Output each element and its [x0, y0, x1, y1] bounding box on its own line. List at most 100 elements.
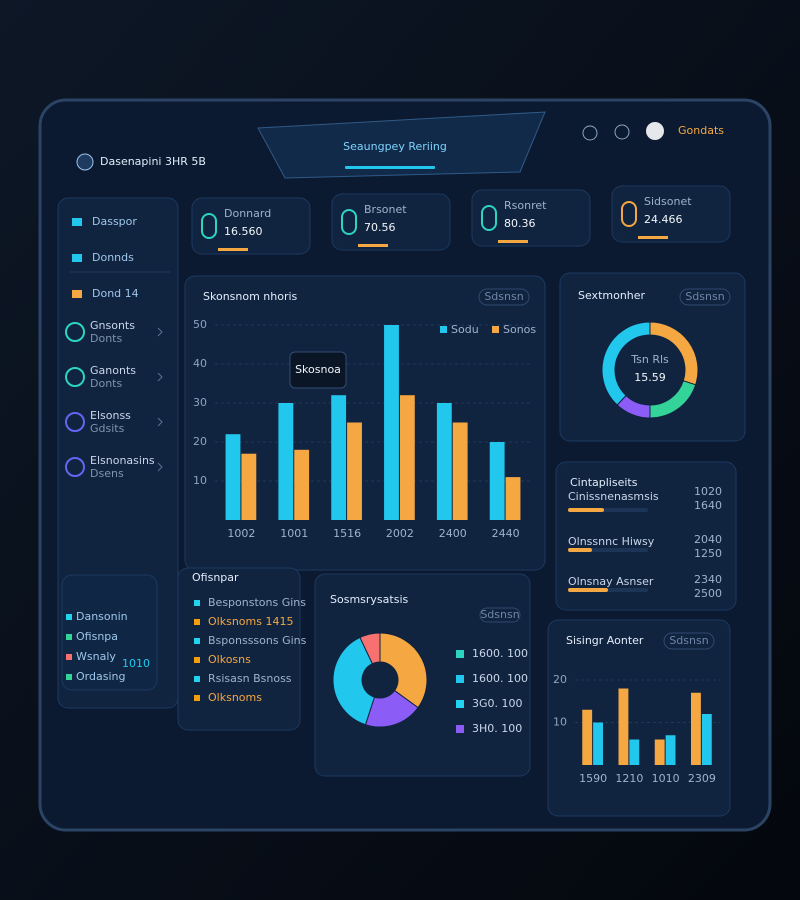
chevron[interactable] [157, 417, 163, 427]
x-tick-label: 2309 [688, 772, 716, 785]
legend-swatch [456, 675, 464, 683]
badge: 1010 [122, 657, 150, 670]
bar [294, 449, 310, 520]
nav-item[interactable]: Donnds [92, 251, 134, 264]
kpi-value: 24.466 [644, 213, 683, 226]
legend-label: Sodu [451, 323, 479, 336]
user-name: Gondats [678, 124, 724, 137]
contact-name: Gnsonts [90, 319, 135, 332]
button-label: Sdsnsn [484, 290, 523, 303]
list-amount: 2500 [694, 587, 722, 600]
bar [505, 477, 521, 520]
kpi-value: 80.36 [504, 217, 536, 230]
kpi-icon [201, 213, 217, 239]
bar [399, 395, 415, 520]
chart-title: Sosmsrysatsis [330, 593, 408, 606]
x-tick-label: 1590 [579, 772, 607, 785]
task-dot [194, 638, 200, 644]
list-amount: 1250 [694, 547, 722, 560]
list-amount: 2340 [694, 573, 722, 586]
list-label: Cinissnenasmsis [568, 490, 659, 503]
y-tick-label: 10 [553, 716, 567, 729]
x-tick-label: 1010 [652, 772, 680, 785]
tooltip-text: Skosnoa [295, 363, 341, 376]
avatar[interactable] [646, 122, 664, 140]
kpi-value: 16.560 [224, 225, 263, 238]
chart-panel [184, 275, 546, 571]
chevron[interactable] [157, 327, 163, 337]
button-label: Sdsnsn [669, 634, 708, 647]
list-amount: 2040 [694, 533, 722, 546]
legend-label: 1600. 100 [472, 672, 528, 685]
chart-button[interactable] [679, 288, 731, 306]
title-underline [345, 166, 435, 169]
legend-swatch [440, 326, 447, 333]
bar [629, 739, 640, 765]
contact-sub: Donts [90, 332, 122, 345]
chart-button[interactable] [478, 288, 530, 306]
donut-center-label: Tsn Rls [630, 353, 669, 366]
sidebar-card [61, 574, 158, 691]
kpi-accent [638, 236, 668, 239]
kpi-card [191, 197, 311, 255]
list-label: Olnssnnc Hiwsy [568, 535, 655, 548]
bar [665, 735, 676, 765]
contact-icon [65, 457, 85, 477]
bar [618, 688, 629, 765]
nav-icon [72, 218, 82, 226]
kpi-card [471, 189, 591, 247]
kpi-card [331, 193, 451, 251]
chart-button[interactable] [663, 632, 715, 650]
app-title: Seaungpey Reriing [343, 140, 447, 153]
chart-panel [559, 272, 746, 442]
bar [331, 395, 347, 520]
bar [436, 403, 452, 520]
task-label: Olkosns [208, 653, 251, 666]
legend-swatch [66, 634, 72, 640]
bar [452, 422, 468, 520]
legend-label: Wsnaly [76, 650, 116, 663]
y-tick-label: 20 [193, 435, 207, 448]
kpi-label: Sidsonet [644, 195, 692, 208]
task-dot [194, 657, 200, 663]
task-label: Olksnoms [208, 691, 262, 704]
bar [691, 692, 701, 765]
button-label: Sdsnsn [480, 608, 519, 621]
task-dot [194, 600, 200, 606]
contact-icon [65, 367, 85, 387]
chevron[interactable] [157, 462, 163, 472]
bar [582, 709, 593, 765]
contact-icon [65, 412, 85, 432]
nav-icon [72, 290, 82, 298]
list-panel [555, 461, 737, 611]
y-tick-label: 40 [193, 357, 207, 370]
chevron[interactable] [157, 372, 163, 382]
kpi-icon [341, 209, 357, 235]
nav-item[interactable]: Dasspor [92, 215, 137, 228]
list-title: Ofisnpar [192, 571, 239, 584]
task-label: Bsponsssons Gins [208, 634, 307, 647]
bar [241, 453, 257, 520]
x-tick-label: 1001 [280, 527, 308, 540]
task-label: Olksnoms 1415 [208, 615, 293, 628]
bar [489, 442, 505, 520]
nav-item[interactable]: Dond 14 [92, 287, 139, 300]
contact-icon [65, 322, 85, 342]
icon-button[interactable] [614, 124, 630, 140]
bar [384, 325, 399, 520]
icon-button[interactable] [582, 125, 598, 141]
task-label: Rsisasn Bsnoss [208, 672, 292, 685]
legend-label: Dansonin [76, 610, 128, 623]
contact-name: Elsonss [90, 409, 131, 422]
nav-icon [72, 254, 82, 262]
donut-segment [601, 321, 651, 406]
progress-bar [568, 508, 604, 512]
chart-button[interactable] [479, 607, 521, 623]
bar [347, 422, 362, 520]
x-tick-label: 2400 [439, 527, 467, 540]
kpi-label: Donnard [224, 207, 271, 220]
legend-label: Ofisnpa [76, 630, 118, 643]
donut-segment [359, 632, 381, 665]
contact-name: Ganonts [90, 364, 136, 377]
